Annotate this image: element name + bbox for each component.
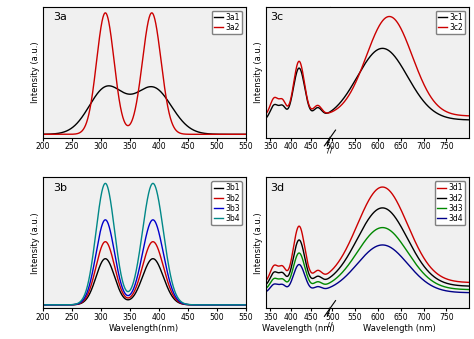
X-axis label: Wavelength(nm): Wavelength(nm)	[109, 324, 179, 334]
Text: //: //	[327, 322, 333, 331]
Y-axis label: Intensity (a.u.): Intensity (a.u.)	[255, 212, 264, 274]
Text: 3c: 3c	[270, 12, 283, 22]
Legend: 3b1, 3b2, 3b3, 3b4: 3b1, 3b2, 3b3, 3b4	[211, 181, 242, 225]
X-axis label: Wavelength (nm): Wavelength (nm)	[262, 324, 335, 334]
Text: //: //	[327, 146, 333, 155]
X-axis label: Wavelength (nm): Wavelength (nm)	[363, 324, 436, 334]
Text: 3b: 3b	[53, 183, 67, 193]
Y-axis label: Intensity (a.u.): Intensity (a.u.)	[31, 42, 40, 103]
Legend: 3d1, 3d2, 3d3, 3d4: 3d1, 3d2, 3d3, 3d4	[435, 181, 465, 225]
Text: 3d: 3d	[270, 183, 284, 193]
Y-axis label: Intensity (a.u.): Intensity (a.u.)	[255, 42, 264, 103]
Y-axis label: Intensity (a.u.): Intensity (a.u.)	[31, 212, 40, 274]
Text: 3a: 3a	[53, 12, 67, 22]
Legend: 3a1, 3a2: 3a1, 3a2	[211, 11, 242, 34]
Legend: 3c1, 3c2: 3c1, 3c2	[436, 11, 465, 34]
